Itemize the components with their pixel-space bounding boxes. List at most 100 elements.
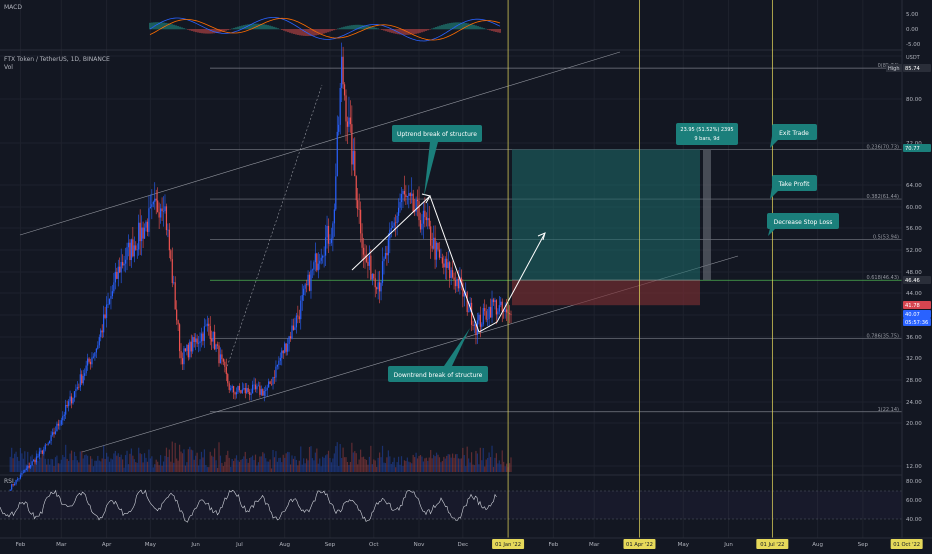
long-position-tool[interactable] bbox=[512, 149, 711, 305]
candle-body bbox=[56, 424, 57, 432]
volume-bar bbox=[418, 456, 419, 472]
candle-body bbox=[290, 336, 291, 338]
candle-body bbox=[337, 132, 338, 176]
candle-body bbox=[194, 337, 195, 342]
candle-body bbox=[283, 351, 284, 354]
macd-histogram-bar bbox=[437, 26, 438, 29]
candle-body bbox=[491, 299, 492, 317]
candle-body bbox=[179, 324, 180, 351]
candle-body bbox=[335, 176, 336, 209]
macd-histogram-bar bbox=[231, 29, 232, 30]
entry-price-tag: 46.46 bbox=[905, 278, 920, 284]
candle-body bbox=[286, 343, 287, 351]
volume-bar bbox=[326, 454, 327, 472]
volume-bar bbox=[464, 455, 465, 472]
candle-body bbox=[350, 118, 351, 125]
position-loss-zone[interactable] bbox=[512, 280, 700, 305]
volume-bar bbox=[408, 462, 409, 472]
candle-body bbox=[122, 262, 123, 265]
macd-histogram-bar bbox=[289, 29, 290, 33]
macd-histogram-bar bbox=[459, 22, 460, 29]
volume-bar bbox=[420, 455, 421, 472]
candle-body bbox=[284, 343, 285, 353]
macd-histogram-bar bbox=[335, 29, 336, 30]
volume-bar bbox=[134, 459, 135, 472]
candle-body bbox=[61, 420, 62, 424]
candle-body bbox=[159, 212, 160, 217]
volume-bar bbox=[52, 459, 53, 472]
price-tick-7: 48.00 bbox=[906, 270, 922, 276]
symbol-title[interactable]: FTX Token / TetherUS, 1D, BINANCE bbox=[4, 56, 110, 63]
macd-histogram-bar bbox=[297, 29, 298, 35]
candle-body bbox=[452, 270, 453, 277]
macd-histogram-bar bbox=[409, 29, 410, 35]
volume-bar bbox=[113, 453, 114, 472]
candle-body bbox=[341, 57, 342, 88]
volume-bar bbox=[280, 458, 281, 472]
volume-bar bbox=[71, 451, 72, 472]
volume-bar bbox=[502, 450, 503, 472]
volume-bar bbox=[259, 457, 260, 472]
candle-body bbox=[363, 248, 364, 255]
candle-body bbox=[170, 250, 171, 259]
candle-body bbox=[192, 337, 193, 351]
time-tick-15: Aug bbox=[812, 542, 823, 548]
volume-bar bbox=[489, 453, 490, 472]
candle-body bbox=[201, 334, 202, 342]
candle-body bbox=[97, 345, 98, 348]
volume-bar bbox=[363, 457, 364, 472]
volume-bar bbox=[413, 455, 414, 472]
macd-histogram-bar bbox=[287, 29, 288, 32]
candle-body bbox=[106, 305, 107, 318]
candle-body bbox=[275, 367, 276, 378]
current-price-tag: 40.07 bbox=[905, 312, 920, 318]
volume-bar bbox=[78, 462, 79, 472]
volume-bar bbox=[271, 468, 272, 472]
volume-bar bbox=[484, 467, 485, 472]
volume-bar bbox=[370, 446, 371, 472]
volume-bar bbox=[421, 457, 422, 472]
date-highlight-3: 01 Oct '22 bbox=[893, 542, 920, 548]
price-tick-6: 52.00 bbox=[906, 248, 922, 254]
volume-bar bbox=[453, 458, 454, 472]
volume-bar bbox=[456, 454, 457, 472]
macd-histogram-bar bbox=[285, 29, 286, 31]
candle-body bbox=[131, 239, 132, 260]
candle-body bbox=[253, 385, 254, 386]
candle-body bbox=[407, 196, 408, 197]
macd-histogram-bar bbox=[353, 25, 354, 29]
volume-bar bbox=[293, 459, 294, 472]
macd-histogram-bar bbox=[307, 29, 308, 36]
candle-body bbox=[110, 296, 111, 299]
candle-body bbox=[180, 351, 181, 358]
candle-body bbox=[218, 346, 219, 364]
candle-body bbox=[265, 390, 266, 391]
candle-body bbox=[21, 473, 22, 475]
candle-body bbox=[442, 257, 443, 263]
candle-body bbox=[45, 445, 46, 450]
volume-bar bbox=[202, 457, 203, 472]
candle-body bbox=[366, 257, 367, 261]
volume-bar bbox=[121, 455, 122, 472]
volume-bar bbox=[59, 463, 60, 472]
candle-body bbox=[340, 88, 341, 125]
candle-body bbox=[332, 223, 333, 238]
candle-body bbox=[255, 385, 256, 390]
position-info-label[interactable]: 23.95 (51.52%) 2395 9 bars, 9d bbox=[676, 123, 738, 145]
volume-bar bbox=[192, 450, 193, 472]
position-profit-zone[interactable] bbox=[512, 149, 700, 280]
candle-body bbox=[132, 239, 133, 256]
macd-histogram-bar bbox=[169, 24, 170, 30]
date-highlight-0: 01 Jan '22 bbox=[495, 542, 521, 548]
volume-bar bbox=[313, 460, 314, 472]
volume-bar bbox=[284, 458, 285, 472]
candle-body bbox=[77, 387, 78, 389]
candle-body bbox=[445, 259, 446, 268]
macd-histogram-bar bbox=[377, 28, 378, 29]
volume-bar bbox=[338, 466, 339, 472]
volume-bar bbox=[433, 455, 434, 472]
macd-histogram-bar bbox=[237, 27, 238, 30]
volume-bar bbox=[179, 445, 180, 472]
